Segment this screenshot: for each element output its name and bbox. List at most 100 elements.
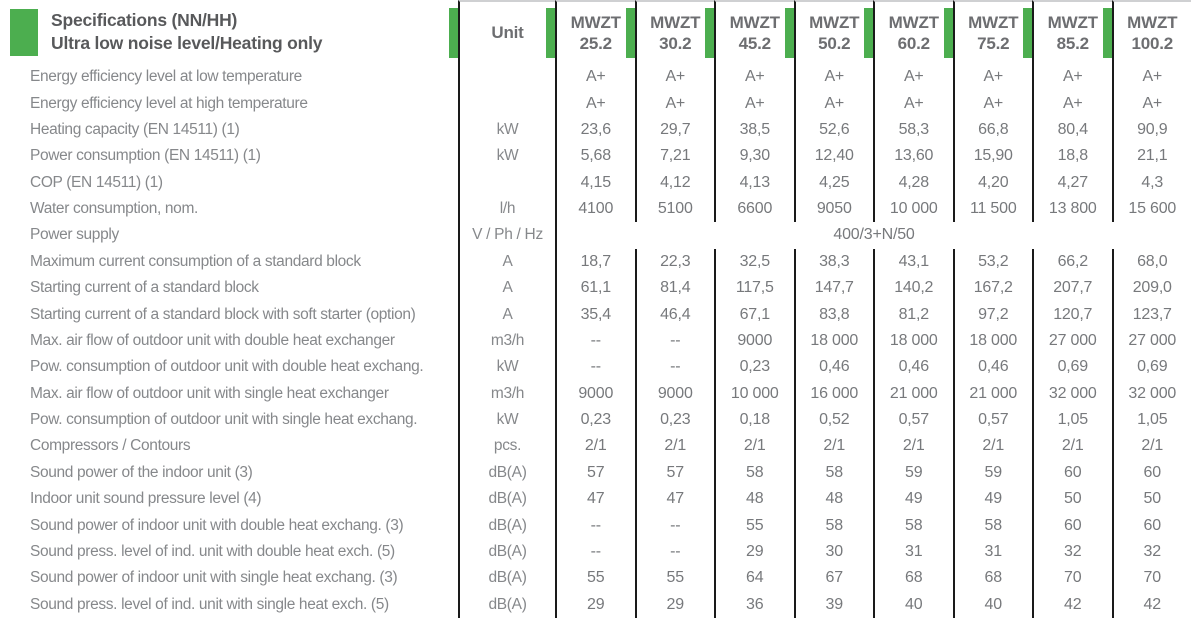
spec-value-cell: 60 — [1032, 512, 1112, 539]
spec-value-cell: 39 — [793, 591, 874, 618]
spec-value-cell: 0,57 — [873, 406, 953, 434]
spec-value-cell: 66,8 — [952, 116, 1033, 144]
spec-value-cell: 13,60 — [873, 143, 953, 170]
table-row: Compressors / Contours pcs. 2/1 2/1 2/1 2/1 2/… — [0, 433, 1191, 460]
unit-cell: dB(A) — [458, 565, 555, 592]
spec-value-cell: 167,2 — [952, 275, 1033, 302]
spec-value-cell: 21 000 — [873, 380, 953, 407]
row-label: Sound press. level of ind. unit with sin… — [30, 595, 389, 613]
table-header-row: Specifications (NN/HH) Ultra low noise l… — [0, 0, 1191, 64]
spec-value-cell: 58 — [873, 512, 953, 539]
spec-value-cell: 147,7 — [793, 275, 874, 302]
spec-value-cell: 29,7 — [634, 116, 715, 144]
unit-cell: dB(A) — [458, 591, 555, 618]
spec-value-cell: 58 — [793, 512, 874, 539]
spec-value-cell: 140,2 — [873, 275, 953, 302]
spec-value-cell: 5,68 — [555, 143, 635, 170]
spec-value-cell: 209,0 — [1111, 275, 1191, 302]
column-header-mwzt-100.2: MWZT 100.2 — [1102, 0, 1191, 64]
row-label: Power consumption (EN 14511) (1) — [30, 147, 261, 165]
spec-value-cell: 207,7 — [1032, 275, 1112, 302]
spec-value-cell: 10 000 — [873, 195, 953, 223]
row-label: Heating capacity (EN 14511) (1) — [30, 120, 240, 138]
unit-cell: A — [458, 275, 555, 302]
spec-value-cell: -- — [555, 354, 635, 381]
spec-value-cell: 21,1 — [1111, 143, 1191, 170]
spec-value-cell: 15,90 — [952, 143, 1033, 170]
table-row: Sound press. level of ind. unit with sin… — [0, 591, 1191, 618]
spec-value-cell: A+ — [555, 90, 635, 117]
spec-value-cell: 1,05 — [1032, 406, 1112, 434]
column-header-mwzt-45.2: MWZT 45.2 — [705, 0, 794, 64]
unit-cell — [458, 64, 555, 91]
spec-value-cell: -- — [634, 512, 715, 539]
spec-value-cell: 83,8 — [793, 301, 874, 328]
spec-value-cell: A+ — [952, 64, 1033, 91]
spec-value-cell: 9000 — [555, 380, 635, 407]
spec-value-cell: 52,6 — [793, 116, 874, 144]
spec-value-cell: A+ — [873, 64, 953, 91]
spec-value-cell: 70 — [1111, 565, 1191, 592]
spec-value-cell: 55 — [714, 512, 794, 539]
spec-value-cell: 2/1 — [634, 433, 715, 460]
spec-value-cell: 0,46 — [793, 354, 874, 381]
spec-value-cell: 43,1 — [873, 248, 953, 275]
spec-value-cell: 4,15 — [555, 169, 635, 196]
spec-value-cell: 53,2 — [952, 248, 1033, 275]
unit-cell: dB(A) — [458, 486, 555, 513]
spec-value-cell: 1,05 — [1111, 406, 1191, 434]
spec-value-cell: 0,18 — [714, 406, 794, 434]
table-row: Pow. consumption of outdoor unit with do… — [0, 354, 1191, 381]
table-row: Sound power of indoor unit with double h… — [0, 512, 1191, 539]
column-model-label: 30.2 — [659, 34, 692, 53]
row-label: Water consumption, nom. — [30, 200, 198, 218]
spec-value-cell: -- — [634, 327, 715, 355]
spec-value-cell: 4,20 — [952, 169, 1033, 196]
table-row: Pow. consumption of outdoor unit with si… — [0, 406, 1191, 434]
spec-value-cell: 40 — [873, 591, 953, 618]
table-row: Max. air flow of outdoor unit with singl… — [0, 380, 1191, 407]
spec-value-cell: 2/1 — [1111, 433, 1191, 460]
spec-value-cell: 46,4 — [634, 301, 715, 328]
spec-value-cell: 49 — [873, 486, 953, 513]
table-title-cell: Specifications (NN/HH) Ultra low noise l… — [0, 0, 458, 64]
column-brand-label: MWZT — [968, 12, 1019, 32]
spec-value-cell: 67 — [793, 565, 874, 592]
table-row: Heating capacity (EN 14511) (1) kW 23,6 29,… — [0, 116, 1191, 144]
spec-value-cell: 57 — [634, 459, 715, 486]
spec-value-cell: A+ — [793, 90, 874, 117]
spec-value-cell: 61,1 — [555, 275, 635, 302]
spec-value-cell: 2/1 — [793, 433, 874, 460]
unit-cell: kW — [458, 143, 555, 170]
row-label: Starting current of a standard block wit… — [30, 305, 416, 323]
spec-value-cell: 58 — [952, 512, 1033, 539]
column-header-unit: Unit — [449, 0, 555, 64]
table-row: Starting current of a standard block wit… — [0, 301, 1191, 328]
unit-cell: kW — [458, 116, 555, 144]
spec-value-cell: 70 — [1032, 565, 1112, 592]
spec-value-cell: 42 — [1032, 591, 1112, 618]
spec-value-cell: 50 — [1032, 486, 1112, 513]
spec-value-cell: 21 000 — [952, 380, 1033, 407]
spec-value-cell: 90,9 — [1111, 116, 1191, 144]
spec-value-cell: 48 — [714, 486, 794, 513]
spec-value-span-cell: 400/3+N/50 — [555, 222, 1191, 249]
column-brand-label: MWZT — [1127, 12, 1178, 32]
spec-value-cell: -- — [555, 327, 635, 355]
row-label: Sound power of the indoor unit (3) — [30, 463, 253, 481]
table-row: Power supply V / Ph / Hz 400/3+N/50 — [0, 222, 1191, 249]
unit-cell: A — [458, 301, 555, 328]
column-model-label: 25.2 — [579, 34, 612, 53]
column-brand-label: MWZT — [809, 12, 860, 32]
spec-value-cell: 31 — [952, 538, 1033, 566]
page-title: Specifications (NN/HH) Ultra low noise l… — [51, 9, 323, 55]
spec-value-cell: 0,23 — [714, 354, 794, 381]
spec-value-cell: 6600 — [714, 195, 794, 223]
column-model-label: 45.2 — [738, 34, 771, 53]
spec-value-cell: 7,21 — [634, 143, 715, 170]
table-row: Power consumption (EN 14511) (1) kW 5,68 7,… — [0, 143, 1191, 170]
spec-value-cell: 2/1 — [714, 433, 794, 460]
title-line-2: Ultra low noise level/Heating only — [51, 33, 323, 53]
row-label: Max. air flow of outdoor unit with singl… — [30, 384, 389, 402]
row-label: Sound power of indoor unit with single h… — [30, 569, 398, 587]
